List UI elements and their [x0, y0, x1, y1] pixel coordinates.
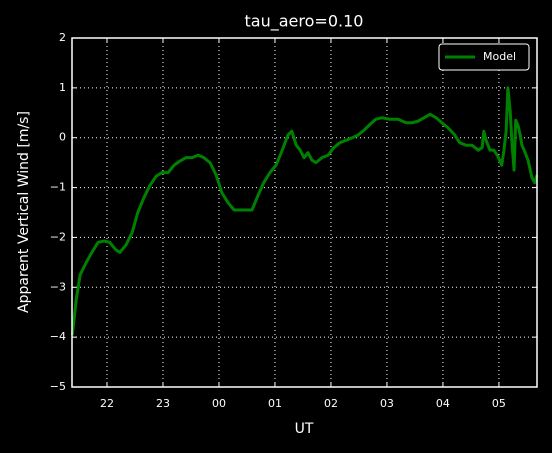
data-line — [70, 86, 539, 336]
chart-title: tau_aero=0.10 — [245, 12, 364, 32]
legend-box — [438, 43, 530, 71]
y-tick-label: 1 — [59, 81, 66, 94]
y-tick-label: −1 — [50, 181, 66, 194]
y-tick-label: −2 — [50, 230, 66, 243]
y-tick-label: −4 — [50, 330, 66, 343]
legend-label: Model — [483, 50, 516, 63]
x-tick-label: 05 — [492, 397, 506, 410]
x-tick-label: 23 — [156, 397, 170, 410]
plot-frame — [71, 37, 538, 388]
x-tick-label: 01 — [268, 397, 282, 410]
y-tick-label: −5 — [50, 380, 66, 393]
y-tick-label: 0 — [59, 131, 66, 144]
x-tick-label: 02 — [324, 397, 338, 410]
y-axis-label: Apparent Vertical Wind [m/s] — [16, 111, 32, 313]
y-tick-label: 2 — [59, 31, 66, 44]
x-tick-label: 22 — [100, 397, 114, 410]
y-tick-label: −3 — [50, 280, 66, 293]
x-tick-label: 03 — [380, 397, 394, 410]
x-tick-label: 00 — [212, 397, 226, 410]
x-tick-label: 04 — [436, 397, 450, 410]
x-axis-label: UT — [295, 421, 314, 437]
